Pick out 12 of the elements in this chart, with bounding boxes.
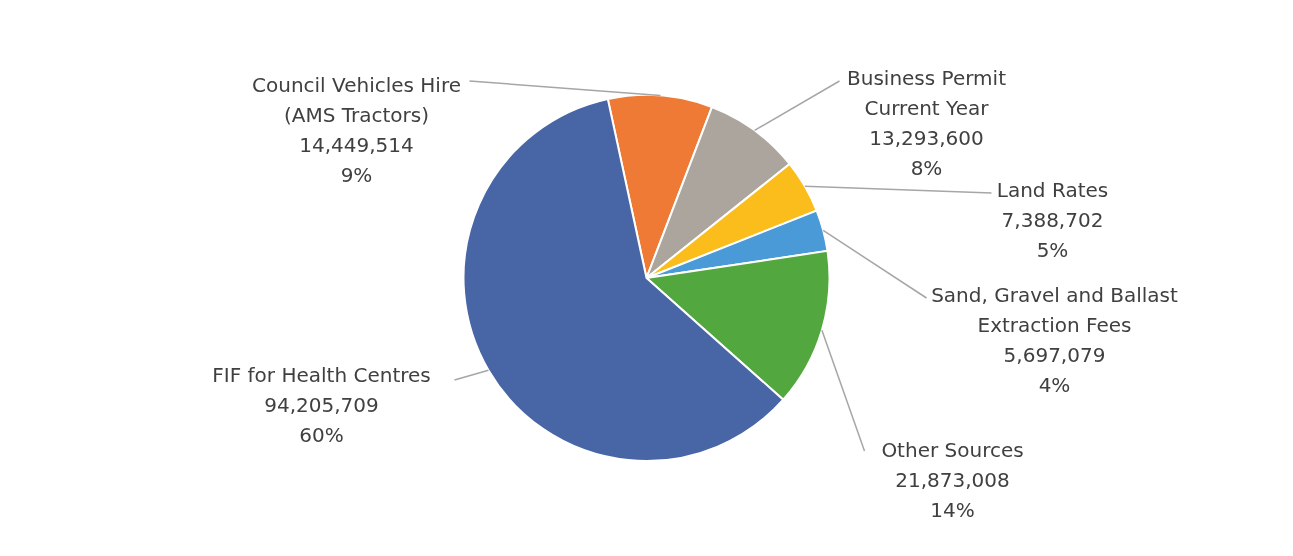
data-label: 7,388,702 5% [1001,208,1104,262]
slice-label: Council Vehicles Hire (AMS Tractors) [251,73,462,127]
data-label: 94,205,709 60% [264,393,379,447]
slice-label: Sand, Gravel and Ballast Extraction Fees [931,283,1178,337]
data-label: 13,293,600 8% [869,126,984,180]
data-label: 5,697,079 4% [1003,343,1106,397]
slice-label: Other Sources [881,438,1024,462]
slice-label: FIF for Health Centres [212,363,431,387]
slice-label: Business Permit Current Year [847,66,1007,120]
slice-label: Land Rates [996,178,1109,202]
data-label: 21,873,008 14% [895,468,1010,522]
data-label: 14,449,514 9% [299,133,414,187]
